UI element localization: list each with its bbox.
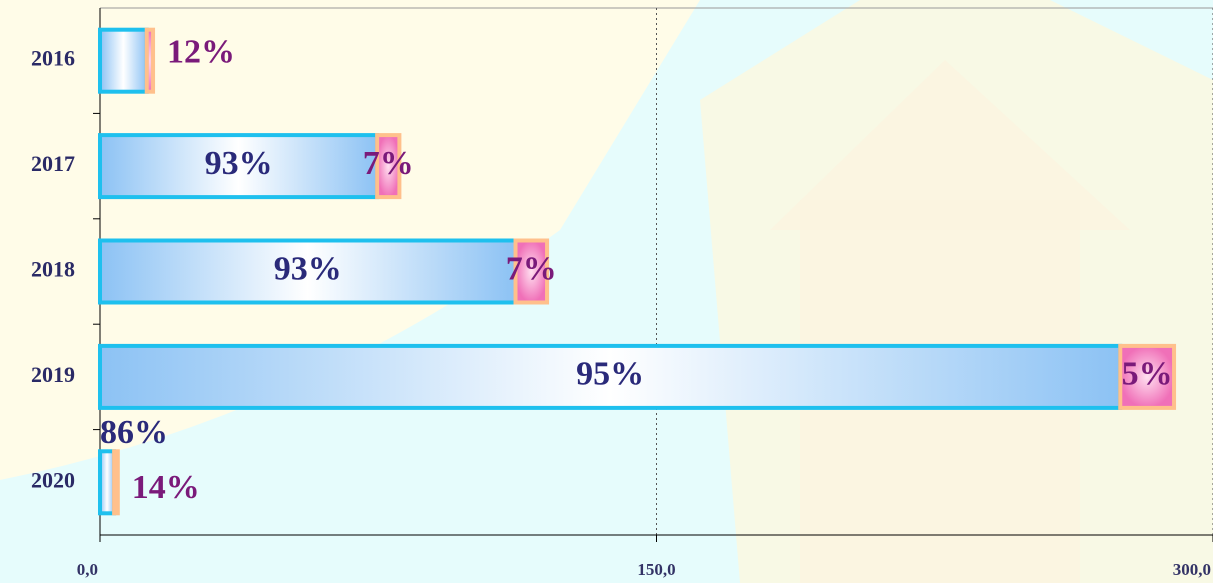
- bar-segment: [375, 133, 402, 200]
- data-label: 95%: [576, 356, 644, 393]
- x-tick-label: 150,0: [637, 560, 675, 579]
- bar-segment: [144, 27, 156, 94]
- data-label: 5%: [1122, 356, 1173, 393]
- bar-segment: [98, 343, 1123, 410]
- bar-segment: [98, 449, 117, 516]
- bar-segment: [1118, 343, 1177, 410]
- data-label: 12%: [167, 33, 235, 70]
- x-tick-label: 300,0: [1173, 560, 1211, 579]
- y-tick-label: 2016: [31, 46, 75, 71]
- data-label: 14%: [132, 469, 200, 506]
- y-tick-label: 2018: [31, 257, 75, 282]
- y-tick-label: 2017: [31, 151, 75, 176]
- data-label: 7%: [363, 145, 414, 182]
- bar-segment: [513, 238, 550, 305]
- data-label: 86%: [100, 414, 168, 451]
- x-tick-label: 0,0: [77, 560, 98, 579]
- bar-segment: [112, 449, 120, 516]
- bar-segment: [98, 133, 380, 200]
- data-label: 93%: [205, 145, 273, 182]
- bar-segment: [98, 27, 149, 94]
- y-tick-label: 2019: [31, 362, 75, 387]
- data-label: 93%: [274, 250, 342, 287]
- data-label: 7%: [506, 250, 557, 287]
- bar-segment: [98, 238, 518, 305]
- y-tick-label: 2020: [31, 467, 75, 492]
